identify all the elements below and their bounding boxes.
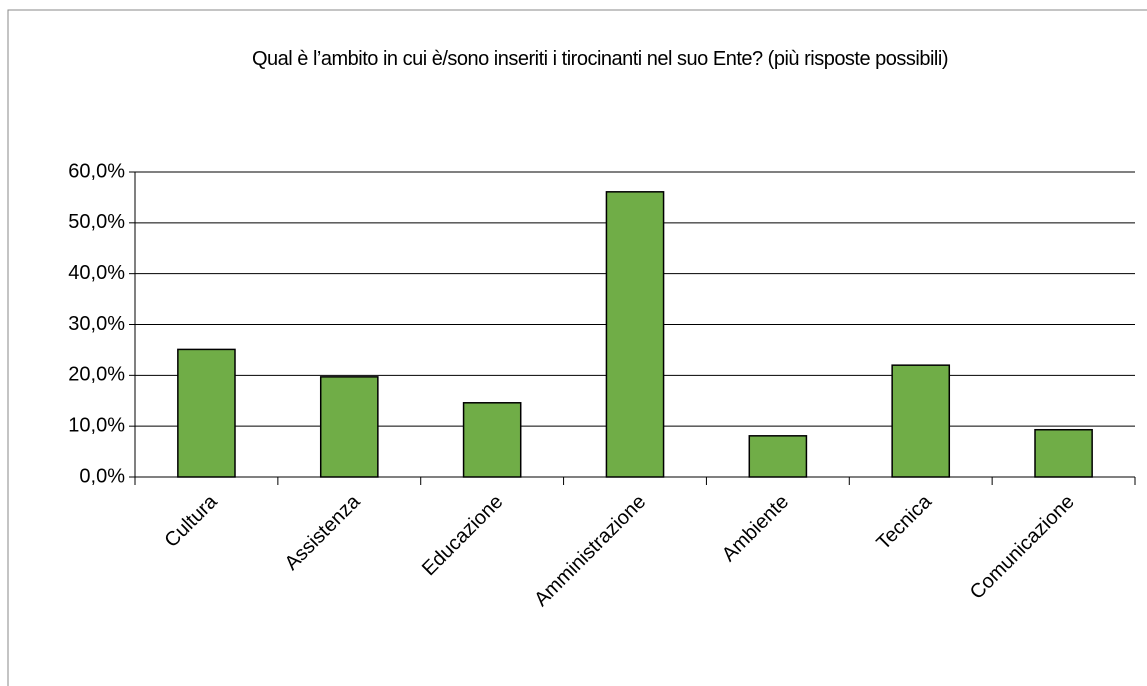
chart-border — [7, 9, 1147, 686]
y-tick-label: 50,0% — [68, 211, 125, 233]
y-tick-label: 40,0% — [68, 262, 125, 284]
bar — [748, 435, 808, 478]
bar — [462, 402, 522, 478]
bar — [1034, 428, 1093, 478]
y-tick-label: 60,0% — [68, 160, 125, 182]
y-tick-label: 0,0% — [79, 465, 125, 487]
y-tick-label: 30,0% — [68, 313, 125, 335]
bar — [319, 376, 379, 478]
bar — [605, 191, 665, 478]
y-tick-label: 10,0% — [68, 414, 125, 436]
y-tick-label: 20,0% — [68, 364, 125, 386]
bar — [177, 348, 236, 478]
chart-title: Qual è l’ambito in cui è/sono inseriti i… — [252, 48, 948, 70]
bar — [891, 364, 951, 478]
